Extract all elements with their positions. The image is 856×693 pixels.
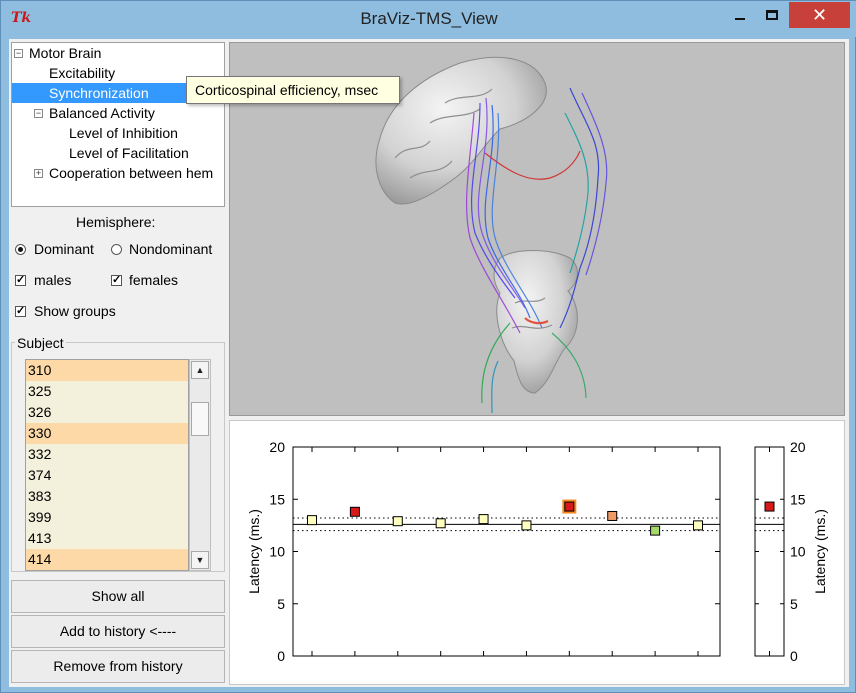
subject-scrollbar[interactable]: ▲ ▼ <box>189 359 211 571</box>
hemisphere-label: Hemisphere: <box>76 214 156 230</box>
list-item[interactable]: 413 <box>28 530 52 546</box>
data-point <box>607 510 618 521</box>
list-item[interactable]: 310 <box>26 360 188 381</box>
add-to-history-button[interactable]: Add to history <---- <box>11 615 225 648</box>
data-point <box>349 506 360 517</box>
latency-plot-area[interactable]: 0 0 5 5 10 10 15 15 20 20 Latency (ms.) Latency (ms… <box>229 420 845 685</box>
side-y-tick-label: 0 <box>790 648 798 664</box>
variable-tree[interactable]: − Motor Brain Excitability Synchronizati… <box>11 42 225 207</box>
list-item[interactable]: 399 <box>28 509 52 525</box>
data-point <box>693 520 703 531</box>
side-y-axis-label: Latency (ms.) <box>812 509 828 594</box>
dominant-radio[interactable] <box>15 244 26 255</box>
data-point <box>650 525 661 536</box>
main-plot-frame <box>292 446 721 657</box>
close-button[interactable]: ✕ <box>789 2 850 28</box>
tree-item-excitability[interactable]: Excitability <box>49 65 116 81</box>
side-y-tick-label: 20 <box>790 439 806 455</box>
y-tick-label: 20 <box>269 439 285 455</box>
scroll-down-icon[interactable]: ▼ <box>191 551 209 569</box>
nondominant-radio[interactable] <box>111 244 122 255</box>
data-point <box>478 514 489 525</box>
subject-list[interactable]: 310 325 326 330 332 374 383 399 413 414 <box>25 359 189 571</box>
brain-render <box>375 56 608 414</box>
side-y-tick-label: 5 <box>790 596 798 612</box>
data-point <box>435 518 446 529</box>
females-checkbox[interactable]: ✓ <box>111 274 122 286</box>
show-groups-label[interactable]: Show groups <box>34 303 116 319</box>
list-item[interactable]: 332 <box>28 446 52 462</box>
list-item[interactable]: 330 <box>26 423 188 444</box>
show-all-button[interactable]: Show all <box>11 580 225 613</box>
males-label[interactable]: males <box>34 272 72 288</box>
list-item[interactable]: 383 <box>28 488 52 504</box>
subject-label: Subject <box>15 335 66 351</box>
maximize-button[interactable] <box>757 2 787 28</box>
list-item[interactable]: 374 <box>28 467 52 483</box>
side-plot-frame <box>754 446 785 657</box>
remove-from-history-button[interactable]: Remove from history <box>11 650 225 683</box>
tree-item-balanced-activity[interactable]: Balanced Activity <box>49 105 155 121</box>
scroll-thumb[interactable] <box>191 402 209 436</box>
window-title: BraViz-TMS_View <box>360 9 498 28</box>
show-groups-checkbox[interactable]: ✓ <box>15 305 26 317</box>
list-item[interactable]: 326 <box>28 404 52 420</box>
tree-item-level-of-facilitation[interactable]: Level of Facilitation <box>69 145 189 161</box>
close-icon: ✕ <box>811 4 828 25</box>
tree-item-synchronization[interactable]: Synchronization <box>12 83 224 103</box>
y-axis-label: Latency (ms.) <box>246 509 262 594</box>
females-label[interactable]: females <box>129 272 179 288</box>
minimize-button[interactable] <box>725 2 755 28</box>
tooltip: Corticospinal efficiency, msec <box>186 76 400 104</box>
dominant-label[interactable]: Dominant <box>34 241 94 257</box>
males-checkbox[interactable]: ✓ <box>15 274 26 286</box>
collapse-icon[interactable]: − <box>34 108 43 118</box>
y-tick-label: 15 <box>269 491 285 507</box>
tree-item-level-of-inhibition[interactable]: Level of Inhibition <box>69 125 178 141</box>
data-point <box>307 515 317 526</box>
tree-item-cooperation[interactable]: Cooperation between hem <box>49 165 214 181</box>
collapse-icon[interactable]: − <box>14 48 23 58</box>
scroll-up-icon[interactable]: ▲ <box>191 361 209 379</box>
nondominant-label[interactable]: Nondominant <box>129 241 213 257</box>
side-data-point <box>764 501 775 512</box>
y-tick-label: 5 <box>277 596 285 612</box>
expand-icon[interactable]: + <box>34 168 43 178</box>
tk-app-icon: Tk <box>11 10 32 26</box>
minimize-icon <box>735 18 745 20</box>
side-y-tick-label: 10 <box>790 544 806 560</box>
data-point <box>521 520 532 531</box>
brain-3d-view[interactable] <box>229 42 845 416</box>
y-tick-label: 10 <box>269 544 285 560</box>
tree-item-motor-brain[interactable]: Motor Brain <box>29 45 102 61</box>
side-y-tick-label: 15 <box>790 491 806 507</box>
data-point <box>392 516 403 527</box>
latency-chart: 0 0 5 5 10 10 15 15 20 20 Latency (ms.) Latency (ms… <box>246 439 828 664</box>
client-area: − Motor Brain Excitability Synchronizati… <box>9 39 849 687</box>
data-point <box>564 501 575 512</box>
y-tick-label: 0 <box>277 648 285 664</box>
maximize-icon <box>766 10 778 20</box>
list-item[interactable]: 414 <box>26 549 188 570</box>
title-bar[interactable]: Tk BraViz-TMS_View ✕ <box>1 1 856 37</box>
subject-group <box>11 342 225 572</box>
list-item[interactable]: 325 <box>28 383 52 399</box>
